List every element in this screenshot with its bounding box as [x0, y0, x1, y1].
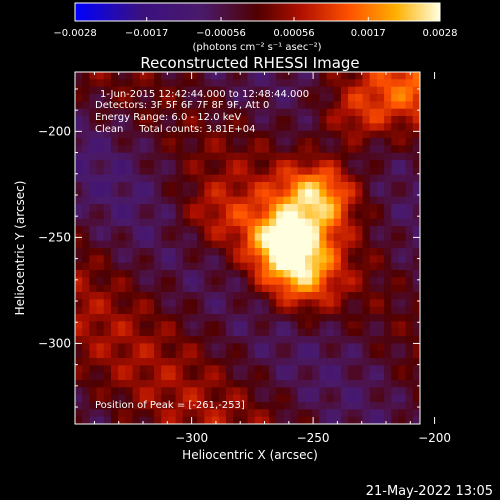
chart-title: Reconstructed RHESSI Image	[140, 54, 359, 72]
annotation-energy: Energy Range: 6.0 - 12.0 keV	[95, 112, 241, 123]
colorbar	[74, 2, 441, 22]
colorbar-tick-label: −0.0017	[125, 28, 168, 39]
colorbar-tick-label: −0.00056	[196, 28, 246, 39]
heatmap-image	[75, 72, 420, 424]
x-axis-label: Heliocentric X (arcsec)	[182, 448, 318, 462]
x-tick-label: −250	[297, 431, 330, 445]
y-tick-label: −200	[38, 124, 71, 138]
colorbar-tick-label: −0.0028	[53, 28, 96, 39]
footer-timestamp: 21-May-2022 13:05	[366, 484, 493, 499]
plot-frame	[74, 71, 421, 425]
y-axis-label: Heliocentric Y (arcsec)	[13, 181, 27, 316]
colorbar-tick-label: 0.00056	[273, 28, 314, 39]
colorbar-ticks: −0.0028 −0.0017 −0.00056 0.00056 0.0017 0.002…	[53, 17, 458, 39]
y-tick-label: −250	[38, 230, 71, 244]
x-tick-label: −200	[418, 431, 451, 445]
annotation-detectors: Detectors: 3F 5F 6F 7F 8F 9F, Att 0	[95, 100, 269, 111]
peak-position-label: Position of Peak = [-261,-253]	[95, 400, 245, 411]
annotation-clean: Clean Total counts: 3.81E+04	[95, 124, 255, 135]
colorbar-unit-label: (photons cm⁻² s⁻¹ asec⁻²)	[192, 42, 321, 53]
colorbar-tick-label: 0.0017	[351, 28, 386, 39]
axes: −300 −250 −200 −200 −250 −300	[38, 72, 451, 445]
y-tick-label: −300	[38, 336, 71, 350]
annotation-time: 1-Jun-2015 12:42:44.000 to 12:48:44.000	[100, 89, 309, 100]
x-tick-label: −300	[175, 431, 208, 445]
colorbar-tick-label: 0.0028	[423, 28, 458, 39]
